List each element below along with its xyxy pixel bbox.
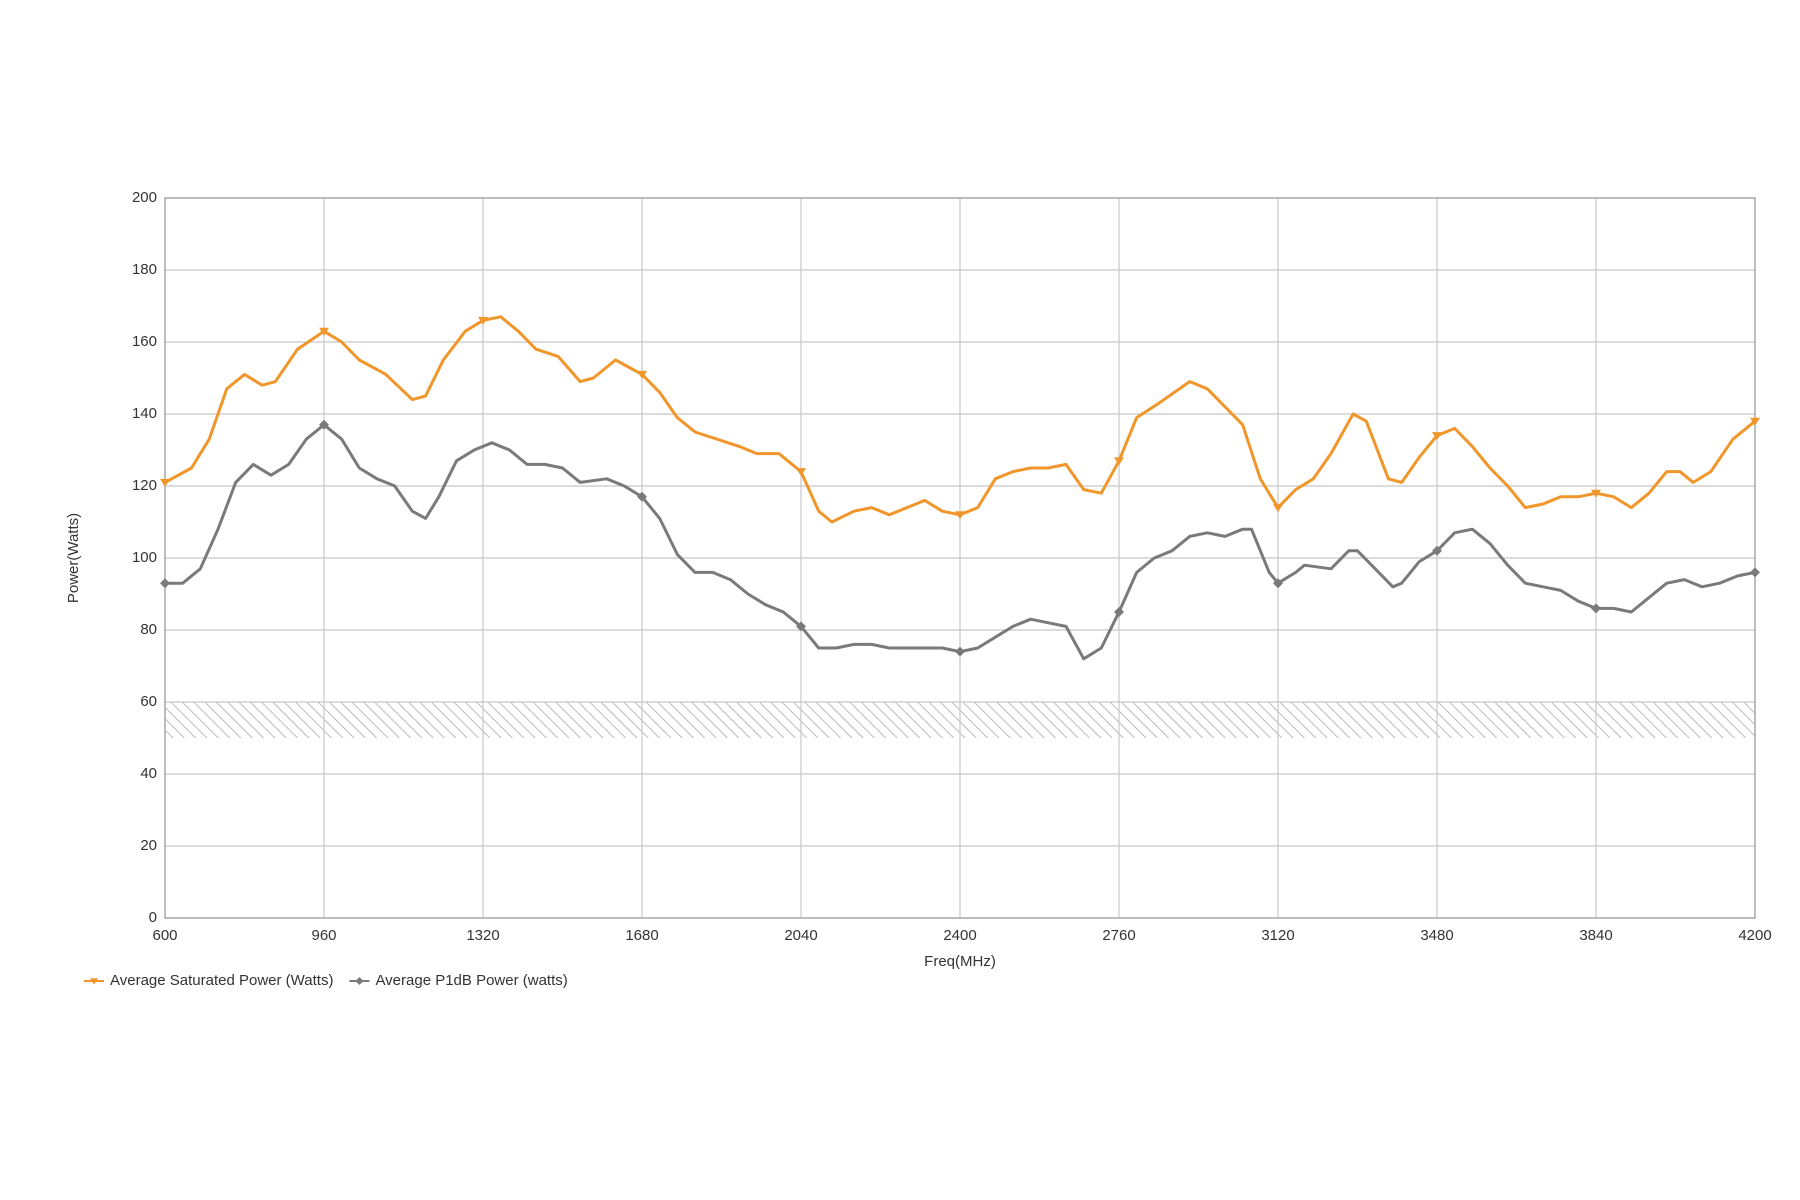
- y-tick-label: 100: [132, 549, 157, 566]
- series-marker: [1114, 457, 1124, 466]
- legend-marker: [355, 977, 364, 985]
- series-marker: [637, 370, 647, 379]
- series-marker: [1591, 603, 1601, 614]
- y-tick-label: 200: [132, 189, 157, 206]
- series-marker: [160, 478, 170, 487]
- legend-label: Average P1dB Power (watts): [375, 972, 567, 989]
- series-marker: [955, 646, 965, 657]
- y-tick-label: 160: [132, 333, 157, 350]
- y-tick-label: 120: [132, 477, 157, 494]
- x-tick-label: 3120: [1261, 927, 1294, 944]
- y-tick-label: 180: [132, 261, 157, 278]
- legend-label: Average Saturated Power (Watts): [110, 972, 333, 989]
- series-marker: [955, 511, 965, 520]
- legend-marker: [90, 978, 98, 985]
- x-tick-label: 960: [311, 927, 336, 944]
- series-line: [163, 423, 1757, 661]
- series-marker: [1432, 432, 1442, 441]
- series-marker: [1273, 578, 1283, 589]
- series-marker: [1750, 417, 1760, 426]
- series-marker: [1591, 489, 1601, 498]
- y-tick-label: 40: [140, 765, 157, 782]
- x-tick-label: 2400: [943, 927, 976, 944]
- series-line: [163, 315, 1757, 524]
- series-marker: [1750, 567, 1760, 578]
- series-marker: [319, 419, 329, 430]
- series-marker: [1432, 545, 1442, 556]
- y-tick-label: 20: [140, 837, 157, 854]
- x-tick-label: 1680: [625, 927, 658, 944]
- x-tick-label: 2760: [1102, 927, 1135, 944]
- series-marker: [319, 327, 329, 336]
- series-marker: [1114, 607, 1124, 617]
- y-tick-label: 0: [149, 909, 157, 926]
- y-tick-label: 80: [140, 621, 157, 638]
- series-marker: [796, 468, 806, 477]
- y-tick-label: 140: [132, 405, 157, 422]
- series-marker: [1273, 504, 1283, 513]
- x-tick-label: 600: [152, 927, 177, 944]
- x-tick-label: 1320: [466, 927, 499, 944]
- x-tick-label: 3480: [1420, 927, 1453, 944]
- y-axis-label: Power(Watts): [65, 513, 82, 603]
- x-tick-label: 2040: [784, 927, 817, 944]
- series-marker: [796, 621, 806, 632]
- x-tick-label: 4200: [1738, 927, 1771, 944]
- series-marker: [478, 316, 488, 325]
- series-marker: [637, 491, 647, 502]
- plot-frame: [164, 197, 1756, 919]
- x-tick-label: 3840: [1579, 927, 1612, 944]
- x-axis-label: Freq(MHz): [924, 953, 996, 970]
- series-marker: [160, 578, 170, 589]
- y-tick-label: 60: [140, 693, 157, 710]
